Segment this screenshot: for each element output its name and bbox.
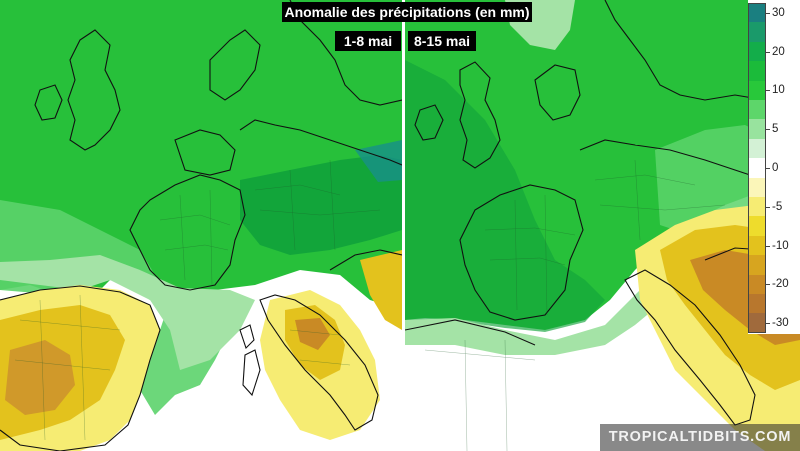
legend-label: 5	[772, 123, 779, 136]
legend-swatch	[748, 294, 766, 314]
precip-anomaly-map-right	[405, 0, 800, 451]
legend-tick	[766, 12, 770, 14]
color-legend: 30 20 10 5 0 -5 -10 -20 -30	[748, 0, 800, 334]
legend-swatch	[748, 197, 766, 217]
legend-tick	[766, 323, 770, 325]
legend-swatch	[748, 119, 766, 140]
legend-swatch	[748, 158, 766, 179]
legend-label: 0	[772, 161, 779, 174]
legend-swatch	[748, 3, 766, 23]
panel-divider	[402, 0, 405, 451]
legend-swatch	[748, 235, 766, 256]
legend-swatch	[748, 313, 766, 334]
legend-label: -5	[772, 200, 783, 213]
legend-tick	[766, 284, 770, 286]
legend-label: -10	[772, 239, 789, 252]
legend-swatch	[748, 80, 766, 101]
watermark: TROPICALTIDBITS.COM	[600, 424, 800, 451]
period-label-right: 8-15 mai	[408, 31, 476, 51]
legend-label: -30	[772, 317, 789, 330]
map-panel-left	[0, 0, 402, 451]
period-label-left: 1-8 mai	[335, 31, 401, 51]
legend-label: -20	[772, 278, 789, 291]
legend-swatch	[748, 138, 766, 159]
legend-swatch	[748, 274, 766, 295]
legend-swatch	[748, 216, 766, 237]
legend-label: 30	[772, 6, 785, 19]
legend-swatch	[748, 22, 766, 43]
legend-tick	[766, 90, 770, 92]
map-panel-right	[405, 0, 800, 451]
legend-swatch	[748, 100, 766, 120]
legend-tick	[766, 167, 770, 169]
legend-swatch	[748, 61, 766, 82]
legend-label: 10	[772, 84, 785, 97]
legend-swatch	[748, 255, 766, 276]
legend-swatch	[748, 41, 766, 62]
legend-tick	[766, 206, 770, 208]
legend-tick	[766, 129, 770, 131]
legend-tick	[766, 245, 770, 247]
map-title: Anomalie des précipitations (en mm)	[282, 2, 532, 22]
legend-label: 20	[772, 45, 785, 58]
legend-swatch	[748, 177, 766, 198]
precip-anomaly-map-left	[0, 0, 402, 451]
legend-tick	[766, 51, 770, 53]
